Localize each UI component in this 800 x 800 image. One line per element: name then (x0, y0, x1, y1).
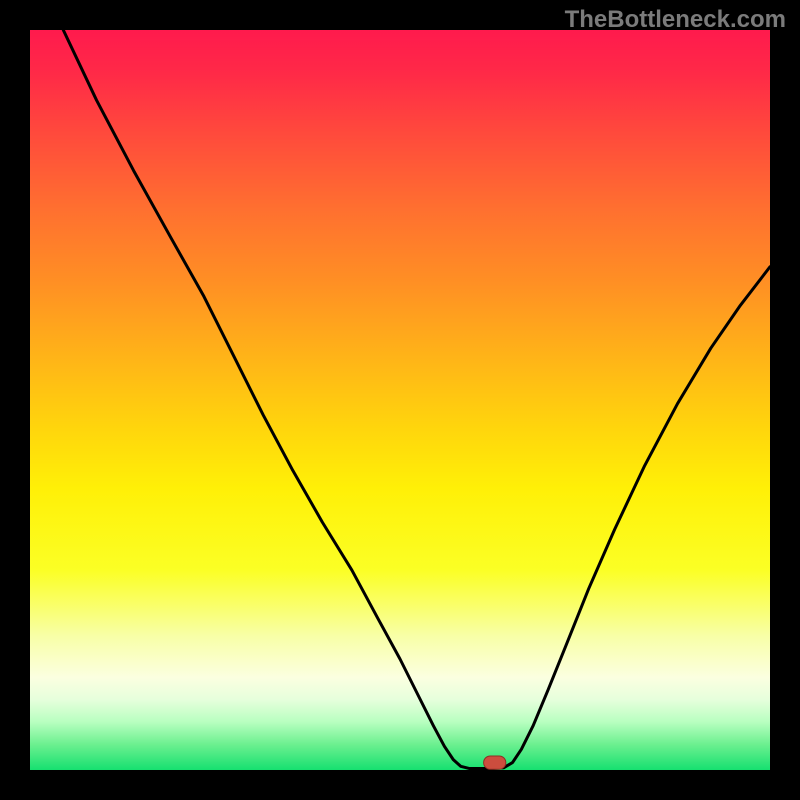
watermark-text: TheBottleneck.com (565, 6, 786, 34)
optimal-point-marker (484, 756, 506, 769)
chart-frame: TheBottleneck.com (0, 0, 800, 800)
bottleneck-chart (0, 0, 800, 800)
